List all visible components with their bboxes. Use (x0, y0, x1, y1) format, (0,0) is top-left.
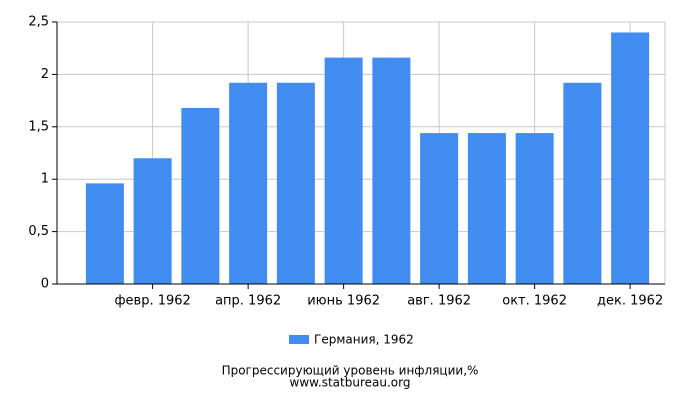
bar (229, 82, 268, 284)
bar (467, 133, 506, 284)
x-tick-label: дек. 1962 (597, 294, 663, 309)
legend-label: Германия, 1962 (314, 333, 414, 347)
x-tick-label: авг. 1962 (407, 294, 471, 309)
y-tick-label: 2 (41, 67, 49, 82)
y-tick-label: 1 (41, 172, 49, 187)
legend-swatch (289, 335, 309, 344)
bar (563, 82, 602, 284)
x-tick-label: февр. 1962 (114, 294, 190, 309)
x-tick-label: июнь 1962 (307, 294, 380, 309)
chart-title: Прогрессирующий уровень инфляции,% (222, 364, 479, 378)
y-tick-label: 1,5 (28, 119, 49, 134)
y-tick-label: 0 (41, 277, 49, 292)
bar (85, 183, 124, 284)
bar (133, 158, 172, 284)
chart-subtitle: www.statbureau.org (290, 376, 411, 390)
bar (324, 57, 363, 284)
bar (420, 133, 459, 284)
bar (276, 82, 315, 284)
y-tick-label: 2,5 (28, 15, 49, 30)
bar (515, 133, 554, 284)
bar (372, 57, 411, 284)
x-tick-label: окт. 1962 (502, 294, 567, 309)
y-tick-label: 0,5 (28, 224, 49, 239)
x-tick-label: апр. 1962 (215, 294, 281, 309)
bar (611, 32, 650, 285)
bar (181, 107, 220, 284)
